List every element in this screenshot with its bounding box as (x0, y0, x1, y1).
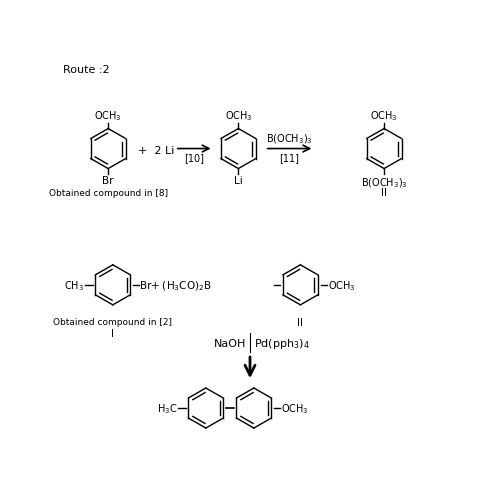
Text: OCH$_3$: OCH$_3$ (224, 109, 252, 123)
Text: Li: Li (233, 176, 242, 186)
Text: B(OCH$_3$)$_3$: B(OCH$_3$)$_3$ (265, 132, 312, 145)
Text: II: II (297, 318, 303, 327)
Text: +  2 Li: + 2 Li (137, 146, 174, 156)
Text: CH$_3$: CH$_3$ (64, 278, 84, 292)
Text: Br: Br (140, 280, 151, 290)
Text: H$_3$C: H$_3$C (156, 401, 177, 415)
Text: OCH$_3$: OCH$_3$ (327, 278, 354, 292)
Text: OCH$_3$: OCH$_3$ (370, 109, 397, 123)
Text: Obtained compound in [2]: Obtained compound in [2] (53, 318, 172, 326)
Text: Route :2: Route :2 (63, 65, 109, 75)
Text: II: II (380, 188, 386, 198)
Text: OCH$_3$: OCH$_3$ (280, 401, 308, 415)
Text: OCH$_3$: OCH$_3$ (94, 109, 122, 123)
Text: I: I (111, 328, 114, 338)
Text: Obtained compound in [8]: Obtained compound in [8] (48, 188, 168, 198)
Text: Br: Br (102, 176, 114, 186)
Text: + (H$_3$CO)$_2$B: + (H$_3$CO)$_2$B (150, 279, 211, 292)
Text: [11]: [11] (279, 153, 299, 163)
Text: [10]: [10] (184, 153, 204, 163)
Text: B(OCH$_3$)$_3$: B(OCH$_3$)$_3$ (360, 176, 407, 190)
Text: Pd(pph$_3$)$_4$: Pd(pph$_3$)$_4$ (253, 336, 309, 350)
Text: NaOH: NaOH (213, 338, 246, 348)
